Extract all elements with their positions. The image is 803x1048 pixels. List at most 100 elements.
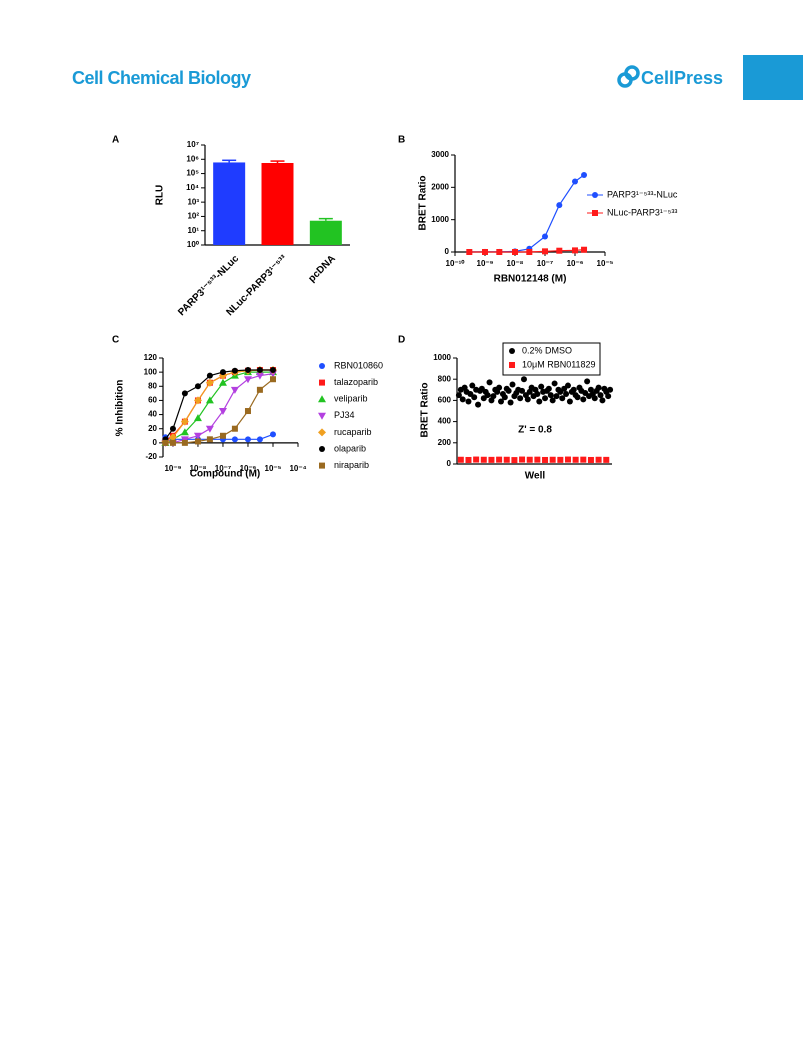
y-axis-label: % Inhibition xyxy=(115,380,126,437)
marker xyxy=(244,408,251,415)
marker xyxy=(168,433,177,442)
marker xyxy=(542,456,549,463)
marker xyxy=(484,392,491,399)
marker xyxy=(551,380,558,387)
marker xyxy=(488,456,495,463)
marker xyxy=(580,456,587,463)
marker xyxy=(547,392,554,399)
series-line xyxy=(165,369,273,442)
bar xyxy=(261,162,294,245)
legend-marker xyxy=(509,362,515,368)
bar xyxy=(309,220,342,245)
marker xyxy=(269,431,276,438)
marker xyxy=(534,456,541,463)
journal-title: Cell Chemical Biology xyxy=(72,68,251,88)
y-tick-label: 600 xyxy=(438,396,452,405)
x-tick-label: 10⁻⁶ xyxy=(240,464,257,473)
legend-marker xyxy=(319,379,325,386)
legend-box xyxy=(502,342,601,376)
marker xyxy=(524,396,531,403)
marker xyxy=(255,372,264,380)
marker xyxy=(559,395,566,402)
x-tick-label: 10⁻⁵ xyxy=(265,464,282,473)
marker xyxy=(549,456,556,463)
marker xyxy=(595,384,602,391)
marker xyxy=(542,233,548,240)
marker xyxy=(580,396,587,403)
marker xyxy=(570,386,577,393)
panel-label: D xyxy=(398,335,405,346)
panel-label: C xyxy=(112,335,119,346)
marker xyxy=(503,456,510,463)
marker xyxy=(471,394,478,401)
marker xyxy=(180,436,189,444)
series-line xyxy=(165,369,273,442)
marker xyxy=(269,376,276,383)
marker xyxy=(591,395,598,402)
marker xyxy=(511,457,518,464)
x-tick-label: 10⁻⁷ xyxy=(215,464,231,473)
marker xyxy=(519,456,526,463)
marker xyxy=(538,383,545,390)
y-tick-label: 10⁰ xyxy=(187,240,200,249)
marker xyxy=(553,393,560,400)
marker xyxy=(517,395,524,402)
marker xyxy=(465,398,472,405)
marker xyxy=(603,456,610,463)
marker xyxy=(230,386,239,394)
series-line xyxy=(165,371,273,444)
y-tick-label: 1000 xyxy=(431,215,449,224)
legend-label: rucaparib xyxy=(334,427,372,437)
marker xyxy=(231,425,238,432)
marker xyxy=(455,392,462,399)
marker xyxy=(162,439,169,446)
y-tick-label: 1000 xyxy=(433,353,451,362)
y-tick-label: 10⁶ xyxy=(186,154,199,163)
legend-marker xyxy=(318,412,326,420)
marker xyxy=(219,369,226,376)
x-tick-label: 10⁻¹⁰ xyxy=(446,259,466,268)
marker xyxy=(542,248,548,255)
header-tab xyxy=(743,55,803,100)
series-line xyxy=(165,373,274,444)
marker xyxy=(597,392,604,399)
marker xyxy=(595,456,602,463)
marker xyxy=(206,372,213,379)
x-axis-label: Compound (M) xyxy=(190,469,261,480)
y-tick-label: 0 xyxy=(445,247,450,256)
marker xyxy=(512,249,518,255)
y-tick-label: 10³ xyxy=(187,197,199,206)
marker xyxy=(475,401,482,408)
x-tick-label: pcDNA xyxy=(306,253,337,284)
marker xyxy=(193,414,202,422)
marker xyxy=(218,378,227,386)
y-axis-label: BRET Ratio xyxy=(418,176,429,231)
marker xyxy=(496,384,503,391)
marker xyxy=(556,247,563,254)
marker xyxy=(269,367,276,374)
legend-marker xyxy=(592,210,598,216)
marker xyxy=(256,436,263,443)
x-tick-label: 10⁻⁸ xyxy=(507,259,524,268)
marker xyxy=(557,456,564,463)
y-tick-label: 800 xyxy=(438,374,452,383)
marker xyxy=(549,397,556,404)
y-tick-label: 200 xyxy=(438,438,452,447)
annotation: Z' = 0.8 xyxy=(518,425,552,436)
legend-label: RBN010860 xyxy=(334,360,383,370)
marker xyxy=(194,383,201,390)
marker xyxy=(180,417,189,426)
marker xyxy=(231,436,238,443)
marker xyxy=(566,398,573,405)
legend-marker xyxy=(319,446,325,452)
series-line xyxy=(164,369,273,440)
y-tick-label: 40 xyxy=(148,410,157,419)
marker xyxy=(169,425,176,432)
marker xyxy=(607,386,614,393)
x-tick-label: 10⁻⁵ xyxy=(597,259,614,268)
marker xyxy=(206,436,213,443)
x-tick-label: 10⁻⁶ xyxy=(567,259,584,268)
marker xyxy=(556,202,563,209)
